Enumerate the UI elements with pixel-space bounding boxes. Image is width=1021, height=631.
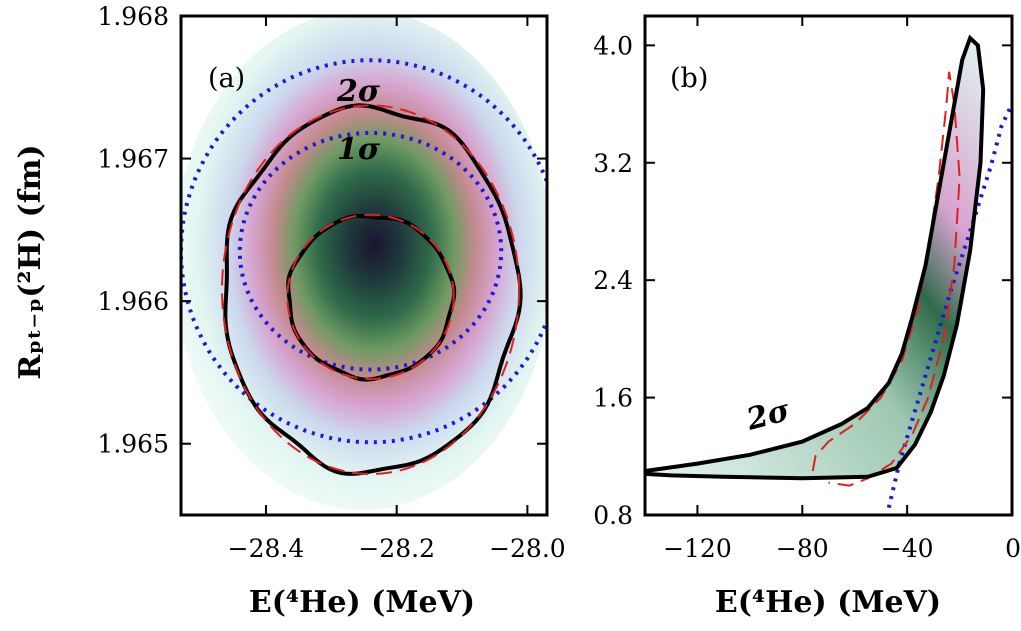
y-tick-label: 1.966 — [97, 287, 169, 316]
panel-b: −120 −80 −40 0 0.8 1.6 2.4 3.2 4.0 (b) 2σ E(⁴He)… — [593, 14, 1021, 620]
y-tick-label: 1.965 — [97, 430, 169, 459]
y-axis-label: Rₚₜ₋ₚ(²H) (fm) — [13, 144, 48, 379]
sigma-label-1s-a: 1σ — [337, 132, 381, 167]
sigma-label-2s-a: 2σ — [336, 74, 381, 109]
y-tick-label: 1.6 — [593, 384, 633, 413]
x-axis-label-b: E(⁴He) (MeV) — [715, 585, 941, 620]
x-axis-label-a: E(⁴He) (MeV) — [249, 585, 475, 620]
ticks-b: −120 −80 −40 0 0.8 1.6 2.4 3.2 4.0 — [593, 16, 1021, 563]
dotted-curve-inner — [237, 130, 504, 372]
dotted-curve-outer — [181, 58, 547, 445]
ticks-a: −28.4 −28.2 −28.0 1.965 1.966 1.967 1.968 — [97, 2, 565, 563]
contour-2sigma-b — [645, 34, 986, 481]
contour-2sigma — [223, 103, 523, 476]
x-tick-label: −28.4 — [228, 534, 305, 563]
y-tick-label: 0.8 — [593, 501, 633, 530]
plot-frame-a — [179, 14, 549, 517]
dotted-curve-b — [886, 103, 1012, 509]
y-tick-label: 4.0 — [593, 31, 633, 60]
x-tick-label: −28.0 — [489, 534, 566, 563]
y-tick-label: 1.967 — [97, 145, 169, 174]
panel-label-a: (a) — [208, 63, 245, 94]
dashed-curve-1sigma — [286, 213, 455, 380]
panel-label-b: (b) — [670, 63, 708, 94]
x-tick-label: −120 — [663, 534, 732, 563]
dashed-curve-2sigma — [220, 104, 521, 476]
x-tick-label: −40 — [881, 534, 934, 563]
dashed-curve-b — [811, 71, 961, 487]
x-tick-label: 0 — [1005, 534, 1021, 563]
y-tick-label: 1.968 — [97, 2, 169, 31]
x-tick-label: −80 — [776, 534, 829, 563]
density-heatmap-b — [645, 38, 984, 479]
y-tick-label: 3.2 — [593, 149, 633, 178]
y-tick-label: 2.4 — [593, 266, 633, 295]
sigma-label-2s-b: 2σ — [742, 393, 794, 438]
x-tick-label: −28.2 — [358, 534, 435, 563]
plot-frame-b — [643, 14, 1014, 517]
